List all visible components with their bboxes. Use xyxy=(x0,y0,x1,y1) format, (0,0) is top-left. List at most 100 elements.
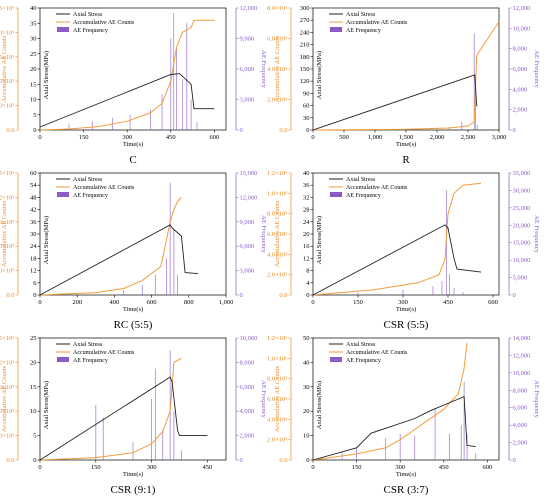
counts-axis-label: Accumulative AE Counts xyxy=(274,200,281,267)
stress-tick-label: 240 xyxy=(300,29,310,36)
counts-tick-label: 4.0×10⁵ xyxy=(267,416,288,423)
x-tick-label: 3,000 xyxy=(492,134,507,141)
counts-tick-label: 1.0×10⁶ xyxy=(267,190,288,197)
x-tick-label: 600 xyxy=(488,299,498,306)
freq-tick-label: 12,000 xyxy=(240,5,258,12)
plot-frame xyxy=(39,7,227,131)
legend-stress-label: Axial Stress xyxy=(73,12,103,18)
counts-tick-label: 8.0×10⁵ xyxy=(267,376,288,383)
counts-tick-label: 2.0×10⁶ xyxy=(0,29,15,36)
panel-caption: CSR (9:1) xyxy=(111,484,156,496)
x-axis-label: Time(s) xyxy=(123,141,143,148)
stress-tick-label: 36 xyxy=(30,219,37,226)
freq-axis-label: AE Frequency xyxy=(260,215,267,253)
stress-tick-label: 15 xyxy=(30,384,37,391)
stress-line xyxy=(312,395,476,461)
freq-tick-label: 6,000 xyxy=(513,405,528,412)
x-tick-label: 200 xyxy=(72,299,82,306)
legend-stress-label: Axial Stress xyxy=(346,177,376,183)
freq-tick-label: 6,000 xyxy=(240,384,255,391)
counts-axis-label: Accumulative AE Counts xyxy=(1,200,8,267)
freq-bars xyxy=(341,381,477,460)
stress-axis-label: Axial Stress(MPa) xyxy=(43,381,50,429)
counts-tick-label: 0.0 xyxy=(6,457,14,464)
x-tick-label: 300 xyxy=(398,299,408,306)
stress-line xyxy=(312,224,482,296)
freq-tick-label: 0 xyxy=(513,292,516,299)
stress-axis-label: Axial Stress(MPa) xyxy=(43,216,50,264)
stress-line xyxy=(39,224,199,296)
counts-tick-label: 3.0×10⁵ xyxy=(0,433,15,440)
counts-tick-label: 1.0×10⁶ xyxy=(267,355,288,362)
chart-panel-5: 0150300450Time(s)0.03.0×10⁵6.0×10⁵9.0×10… xyxy=(0,335,267,496)
x-tick-label: 1,500 xyxy=(399,134,414,141)
legend-stress-label: Axial Stress xyxy=(73,177,103,183)
stress-tick-label: 0 xyxy=(33,457,36,464)
x-tick-label: 450 xyxy=(166,134,176,141)
legend-freq-label: AE Frequency xyxy=(346,193,381,199)
x-tick-label: 0 xyxy=(38,299,41,306)
stress-tick-label: 16 xyxy=(303,243,310,250)
freq-tick-label: 12,000 xyxy=(240,194,258,201)
chart-panel-1: 0150300450600Time(s)0.05.0×10⁵1.0×10⁶1.5… xyxy=(0,5,267,166)
x-tick-label: 150 xyxy=(353,299,363,306)
legend-counts-label: Accumulative AE Counts xyxy=(346,20,408,26)
stress-tick-label: 12 xyxy=(303,255,310,262)
freq-tick-label: 2,000 xyxy=(513,440,528,447)
stress-tick-label: 10 xyxy=(30,97,37,104)
counts-tick-label: 2.5×10⁶ xyxy=(0,5,15,12)
stress-tick-label: 18 xyxy=(30,255,37,262)
stress-tick-label: 25 xyxy=(30,51,37,58)
x-tick-label: 150 xyxy=(79,134,89,141)
freq-tick-label: 0 xyxy=(240,127,243,134)
stress-tick-label: 30 xyxy=(303,384,310,391)
legend-freq-label: AE Frequency xyxy=(73,28,108,34)
chart-panel-4: 0 150 300 450 600 Time(s) 0.0 2.0×10⁵ 4.0×10⁵ 6.0… xyxy=(267,170,540,331)
x-tick-label: 1,000 xyxy=(219,299,234,306)
stress-tick-label: 36 xyxy=(303,182,310,189)
x-tick-label: 0 xyxy=(38,134,41,141)
stress-tick-label: 20 xyxy=(30,359,37,366)
stress-tick-label: 120 xyxy=(300,78,310,85)
stress-line xyxy=(39,73,215,128)
stress-tick-label: 0 xyxy=(33,292,36,299)
freq-tick-label: 4,000 xyxy=(513,86,528,93)
legend-stress-label: Axial Stress xyxy=(73,342,103,348)
stress-tick-label: 54 xyxy=(30,182,37,189)
x-tick-label: 300 xyxy=(147,464,157,471)
stress-tick-label: 60 xyxy=(303,103,310,110)
stress-tick-label: 12 xyxy=(30,268,37,275)
freq-tick-label: 10,000 xyxy=(513,257,531,264)
plot-frame xyxy=(312,172,500,296)
stress-line xyxy=(312,74,478,131)
counts-tick-label: 4.0×10⁵ xyxy=(267,66,288,73)
freq-axis-label: AE Frequency xyxy=(533,380,540,418)
counts-tick-label: 0.0 xyxy=(279,292,287,299)
stress-tick-label: 50 xyxy=(303,335,310,342)
freq-axis-label: AE Frequency xyxy=(260,50,267,88)
stress-tick-label: 32 xyxy=(303,194,310,201)
stress-tick-label: 40 xyxy=(30,5,37,12)
freq-axis-label: AE Frequency xyxy=(533,215,540,253)
stress-tick-label: 24 xyxy=(30,243,37,250)
x-tick-label: 800 xyxy=(184,299,194,306)
freq-tick-label: 6,000 xyxy=(240,66,255,73)
stress-tick-label: 40 xyxy=(303,359,310,366)
stress-tick-label: 60 xyxy=(30,170,37,177)
counts-tick-label: 2.0×10⁵ xyxy=(267,97,288,104)
freq-tick-label: 12,000 xyxy=(513,352,531,359)
stress-tick-label: 30 xyxy=(30,231,37,238)
freq-tick-label: 35,000 xyxy=(513,170,531,177)
legend-freq-swatch xyxy=(57,192,69,197)
freq-tick-label: 9,000 xyxy=(240,219,255,226)
counts-tick-label: 9.0×10⁵ xyxy=(0,219,15,226)
freq-tick-label: 2,000 xyxy=(240,433,255,440)
freq-tick-label: 4,000 xyxy=(513,422,528,429)
stress-tick-label: 48 xyxy=(30,194,37,201)
stress-tick-label: 24 xyxy=(303,219,310,226)
counts-axis-label: Accumulative AE Counts xyxy=(1,365,8,432)
x-tick-label: 450 xyxy=(443,299,453,306)
x-tick-label: 300 xyxy=(395,464,405,471)
freq-tick-label: 0 xyxy=(513,457,516,464)
x-axis-label: Time(s) xyxy=(123,471,143,478)
